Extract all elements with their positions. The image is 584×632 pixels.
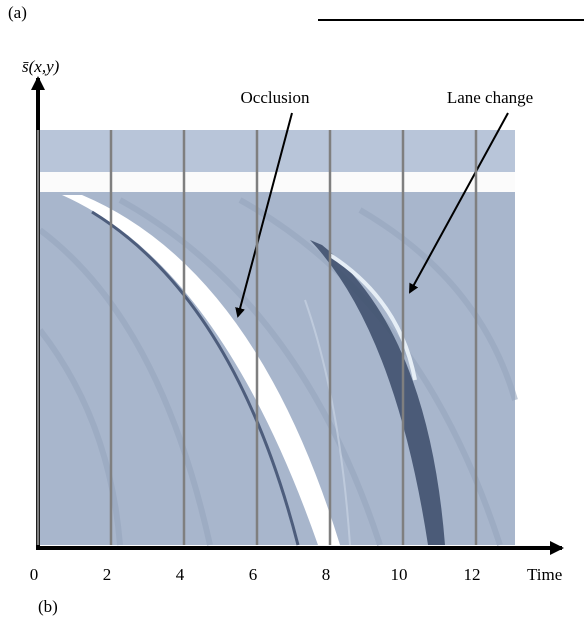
annotation: Occlusion (241, 88, 310, 107)
x-axis-label: Time (527, 565, 562, 584)
annotation: Lane change (447, 88, 533, 107)
x-tick-label: 4 (176, 565, 185, 584)
x-tick-label: 6 (249, 565, 258, 584)
panel-label: (b) (38, 597, 58, 616)
panel-label: (a) (8, 3, 27, 22)
annotation-arrow (409, 112, 509, 294)
x-tick-label: 0 (30, 565, 39, 584)
y-axis-label: s̄(x,y) (22, 57, 60, 76)
x-tick-label: 8 (322, 565, 331, 584)
x-tick-label: 10 (391, 565, 408, 584)
annotation-arrow (235, 112, 293, 318)
x-tick-label: 2 (103, 565, 112, 584)
image (37, 130, 518, 546)
x-tick-label: 12 (464, 565, 481, 584)
